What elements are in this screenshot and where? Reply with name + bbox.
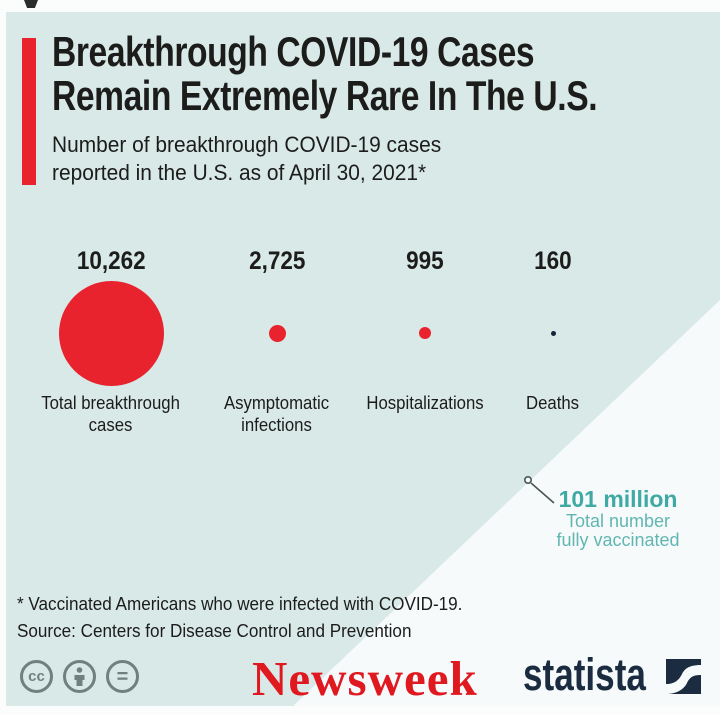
newsweek-logo: Newsweek — [252, 651, 478, 706]
annotation-pointer-line — [523, 476, 555, 504]
bubble-column-hospitalizations: 995 Hospitalizations — [345, 248, 505, 414]
annotation-line-2: fully vaccinated — [556, 530, 680, 550]
bubble-circle-total-cases — [58, 280, 164, 386]
cc-license-icon: cc — [20, 660, 53, 693]
bubble-column-total-cases: 10,262 Total breakthrough cases — [31, 248, 191, 436]
title-line-1: Breakthrough COVID-19 Cases — [52, 28, 535, 75]
cropped-edge-artifact — [24, 0, 38, 8]
bubble-box — [58, 274, 164, 392]
bubble-label: Deaths — [526, 392, 579, 414]
statista-logo: statista — [523, 649, 701, 700]
annotation-headline: 101 million — [558, 486, 678, 512]
footnote-text: * Vaccinated Americans who were infected… — [17, 594, 463, 614]
annotation-callout: 101 million Total number fully vaccinate… — [552, 486, 684, 550]
annotation-line-1: Total number — [565, 511, 671, 531]
title-line-2: Remain Extremely Rare In The U.S. — [52, 72, 598, 119]
bubble-column-asymptomatic: 2,725 Asymptomatic infections — [197, 248, 357, 436]
statista-wordmark: statista — [523, 649, 646, 700]
bubble-circle-deaths — [550, 330, 556, 336]
bubble-label: Asymptomatic infections — [224, 392, 329, 436]
statista-square-icon — [666, 659, 701, 694]
bubble-circle-hospitalizations — [419, 327, 431, 339]
source-text: Source: Centers for Disease Control and … — [17, 621, 412, 641]
subtitle-line-2: reported in the U.S. as of April 30, 202… — [52, 160, 427, 185]
bubble-circle-asymptomatic — [268, 324, 286, 342]
cc-text: cc — [28, 668, 45, 685]
bubble-box — [268, 274, 286, 392]
bubble-box — [419, 274, 431, 392]
subtitle-line-1: Number of breakthrough COVID-19 cases — [52, 132, 442, 157]
label-line-1: Asymptomatic — [224, 393, 330, 413]
label-line-2: infections — [241, 415, 313, 435]
bubble-value: 995 — [406, 247, 444, 275]
label-line-2: cases — [89, 415, 133, 435]
bubble-value: 160 — [534, 247, 572, 275]
bubble-label: Total breakthrough cases — [42, 392, 181, 436]
bubble-value: 10,262 — [76, 247, 146, 275]
label-line-1: Deaths — [526, 393, 580, 413]
page-title: Breakthrough COVID-19 Cases Remain Extre… — [52, 28, 598, 119]
label-line-1: Hospitalizations — [366, 393, 484, 413]
equals-glyph: = — [116, 665, 129, 688]
cc-equals-icon: = — [106, 660, 139, 693]
bubble-label: Hospitalizations — [366, 392, 483, 414]
label-line-1: Total breakthrough — [41, 393, 181, 413]
creative-commons-badges: cc = — [20, 660, 139, 693]
cc-attribution-person-icon — [63, 660, 96, 693]
bubble-value: 2,725 — [248, 247, 306, 275]
bubble-box — [550, 274, 556, 392]
page-subtitle: Number of breakthrough COVID-19 cases re… — [52, 131, 441, 187]
bubble-column-deaths: 160 Deaths — [473, 248, 633, 414]
title-accent-bar — [22, 38, 36, 185]
